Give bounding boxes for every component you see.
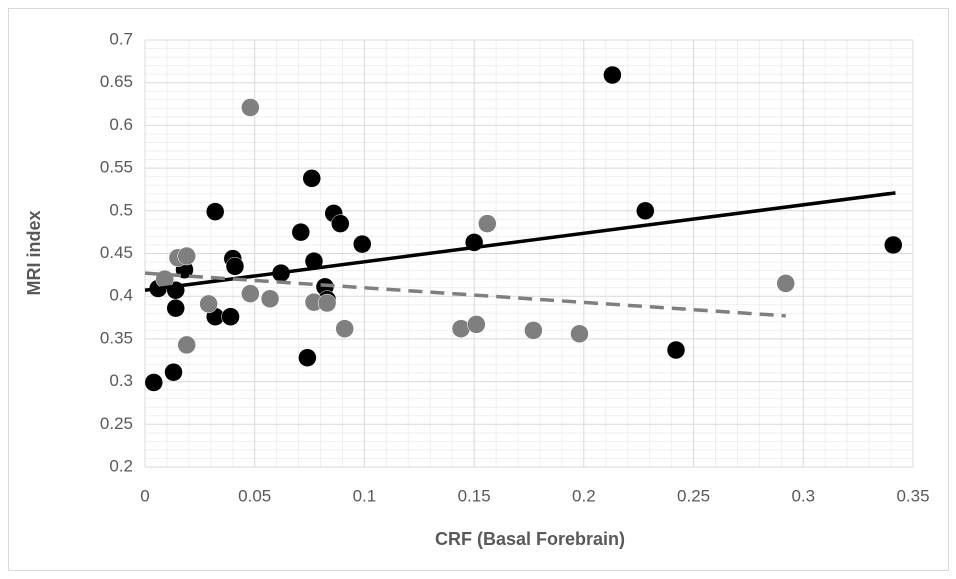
scatter-point (164, 362, 183, 382)
scatter-point (205, 202, 225, 221)
x-tick-label: 0.35 (896, 486, 929, 505)
scatter-point (335, 319, 354, 338)
x-tick-label: 0.3 (791, 486, 815, 505)
y-tick-label: 0.35 (100, 328, 133, 347)
scatter-point (884, 235, 903, 255)
x-tick-label: 0.25 (677, 486, 710, 505)
y-tick-label: 0.4 (109, 286, 133, 305)
x-tick-label: 0 (140, 486, 149, 505)
scatter-point (291, 222, 311, 242)
scatter-point (304, 251, 324, 271)
x-tick-label: 0.1 (353, 486, 377, 505)
scatter-point (166, 298, 185, 318)
scatter-point (298, 348, 317, 367)
scatter-point (776, 274, 795, 293)
x-tick-label: 0.05 (238, 486, 271, 505)
y-axis-title: MRI index (24, 210, 44, 295)
scatter-point (144, 373, 164, 392)
y-tick-label: 0.65 (100, 72, 133, 91)
scatter-point (221, 307, 240, 326)
scatter-point (524, 321, 543, 340)
trend-line (144, 271, 786, 318)
y-tick-label: 0.45 (100, 243, 133, 262)
y-tick-label: 0.7 (109, 29, 133, 48)
scatter-point (225, 257, 245, 276)
scatter-point (451, 319, 471, 338)
scatter-point (467, 315, 486, 334)
scatter-point (570, 324, 589, 344)
y-tick-label: 0.6 (109, 115, 133, 134)
scatter-point (302, 169, 322, 188)
scatter-point (636, 201, 655, 221)
y-tick-label: 0.55 (100, 158, 133, 177)
y-tick-label: 0.2 (109, 456, 133, 475)
scatter-point (260, 289, 280, 309)
scatter-point (317, 293, 337, 313)
x-axis-title: CRF (Basal Forebrain) (435, 529, 625, 549)
scatter-point (478, 214, 497, 233)
scatter-point (666, 340, 686, 360)
scatter-point (177, 335, 196, 355)
scatter-point (331, 214, 350, 233)
y-tick-label: 0.3 (109, 371, 133, 390)
scatter-point (199, 294, 218, 314)
scatter-point (241, 284, 260, 303)
scatter-point (603, 65, 622, 85)
y-tick-label: 0.5 (109, 200, 133, 219)
x-tick-label: 0.2 (572, 486, 596, 505)
scatter-point (241, 98, 260, 117)
trend-line (144, 191, 896, 292)
scatter-point (352, 234, 372, 254)
y-tick-label: 0.25 (100, 414, 133, 433)
x-tick-label: 0.15 (458, 486, 491, 505)
scatter-point (177, 246, 196, 266)
